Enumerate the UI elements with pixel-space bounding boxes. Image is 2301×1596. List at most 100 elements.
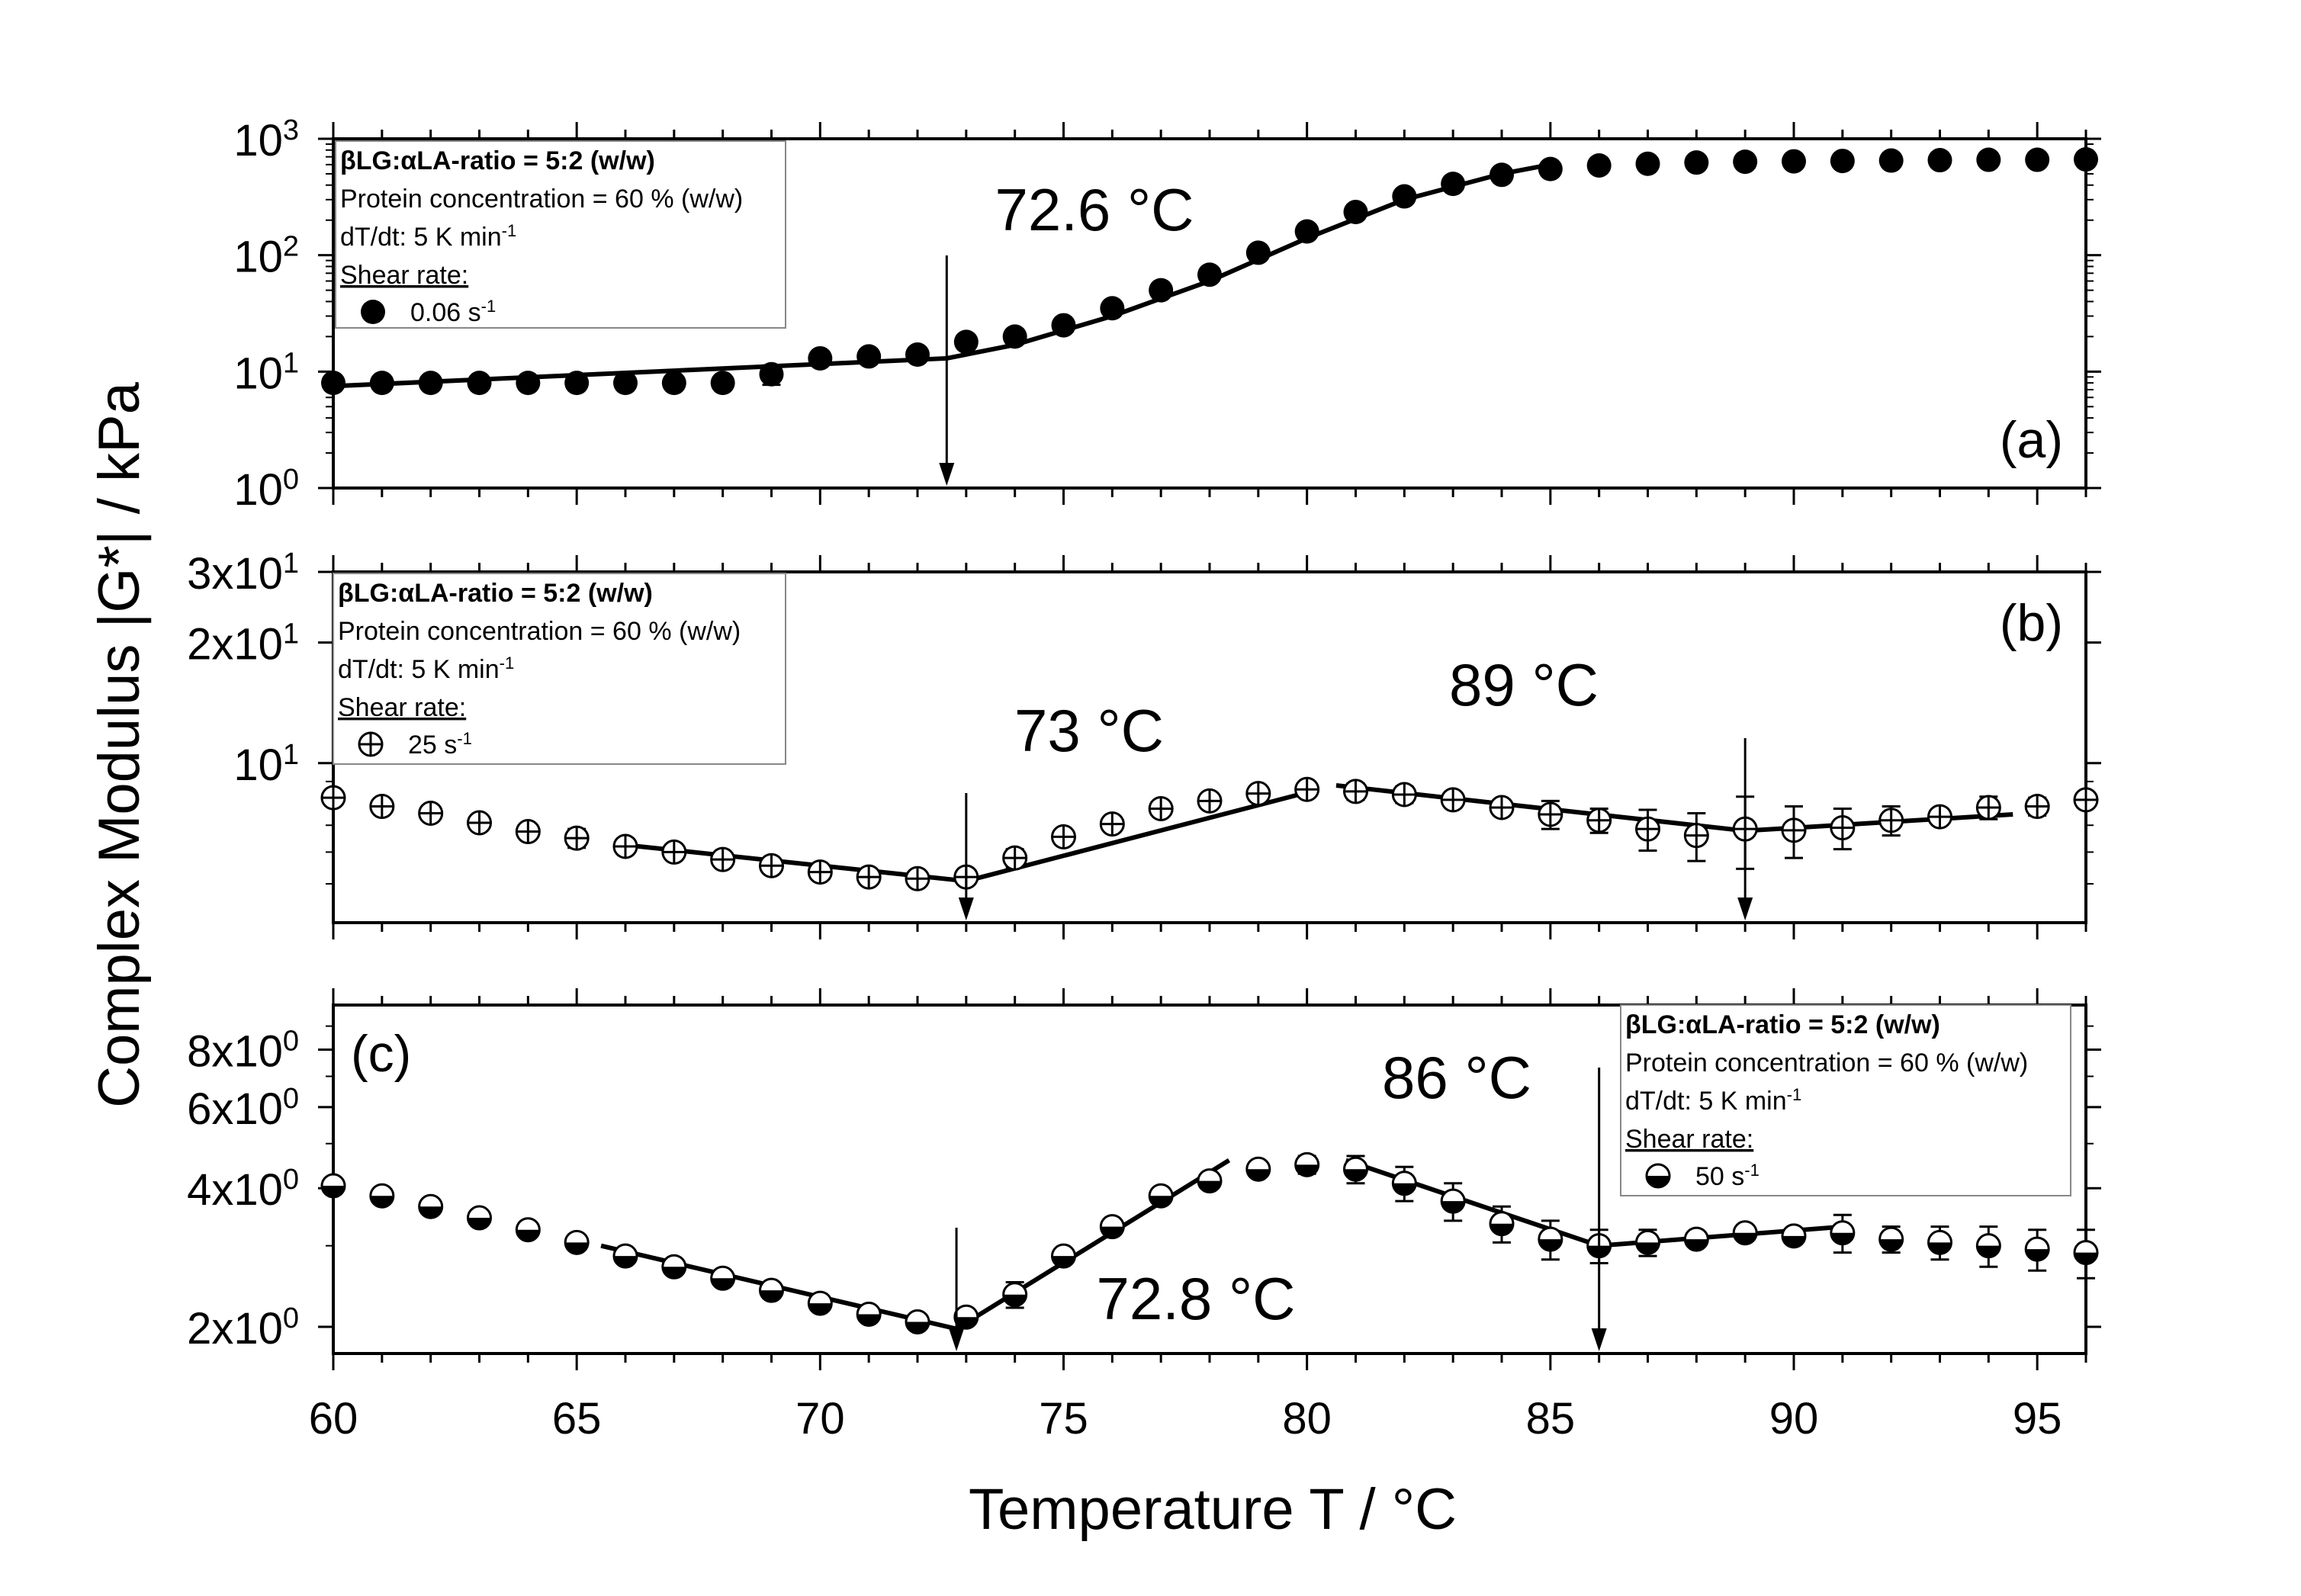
marker-circle (613, 371, 638, 396)
marker-half-fill (760, 1290, 783, 1302)
panel-c-data-point (905, 1309, 930, 1335)
panel-c-data-point (1683, 1226, 1709, 1252)
marker-half-fill (1734, 1232, 1757, 1244)
marker-circle (1051, 313, 1076, 338)
marker-half-fill (1052, 1256, 1075, 1268)
panel-c-data-point (1732, 1220, 1758, 1246)
panel-a-data-point (661, 371, 686, 396)
panel-a-data-point (613, 371, 638, 396)
panel-c-legend-entry: 50 s-1 (1695, 1161, 1759, 1192)
x-tick-label: 60 (309, 1394, 358, 1443)
marker-circle (710, 371, 735, 396)
panel-a-data-point (1733, 149, 1758, 175)
panel-a-data-point (1490, 162, 1514, 188)
panel-b-data-point (1002, 845, 1028, 871)
marker-half-fill (1490, 1223, 1513, 1235)
marker-circle (1294, 219, 1319, 244)
marker-circle (361, 300, 385, 324)
panel-b-legend-box (333, 573, 786, 765)
panel-c-legend-heating-rate: dT/dt: 5 K min-1 (1625, 1085, 1801, 1116)
x-tick-label: 65 (552, 1394, 602, 1443)
data-points (320, 147, 2099, 1335)
marker-circle (1245, 240, 1271, 265)
panel-b-arrow-head (1737, 898, 1753, 920)
marker-half-fill (1538, 1239, 1562, 1251)
x-axis-label: Temperature T / °C (969, 1477, 1457, 1542)
panel-b-data-point (418, 800, 444, 826)
panel-a-data-point (1635, 151, 1660, 176)
marker-circle (661, 371, 686, 396)
marker-half-fill (1101, 1226, 1124, 1238)
panel-c-y-tick-label: 4x100 (187, 1164, 299, 1215)
panel-b-data-point (1683, 823, 1709, 849)
panel-b-legend-marker (358, 731, 384, 757)
panel-c-data-point (1391, 1171, 1417, 1196)
panel-c-legend-title: βLG:αLA-ratio = 5:2 (w/w) (1625, 1010, 1940, 1039)
panel-c-data-point (612, 1243, 638, 1269)
panel-b-data-point (564, 825, 590, 851)
panel-c-y-tick-label: 8x100 (187, 1026, 299, 1077)
panel-a-data-point (418, 371, 443, 396)
marker-circle (1538, 156, 1563, 181)
panel-a-arrow-head (939, 463, 955, 486)
panel-a-y-tick-label: 103 (233, 114, 299, 165)
marker-circle (418, 371, 443, 396)
panel-a-y-tick-label: 100 (233, 464, 299, 515)
panel-b-transition-label: 73 °C (1014, 697, 1164, 764)
panel-c-data-point (320, 1173, 346, 1199)
panel-a-data-point (1002, 324, 1027, 349)
marker-circle (953, 329, 979, 355)
panel-c-data-point (1099, 1214, 1125, 1240)
panel-b-data-point (612, 833, 638, 859)
marker-circle (1197, 262, 1222, 287)
panel-b-data-point (320, 785, 346, 811)
panel-a-data-point (953, 329, 979, 355)
panel-a-data-point (2025, 147, 2050, 172)
marker-half-fill (370, 1196, 394, 1208)
marker-circle (1635, 151, 1660, 176)
panel-c-data-point (710, 1265, 736, 1291)
panel-a-legend-box (335, 140, 786, 329)
panel-b-data-point (1245, 781, 1271, 807)
marker-half-fill (1977, 1245, 2001, 1257)
panel-b-legend-title: βLG:αLA-ratio = 5:2 (w/w) (338, 579, 653, 608)
marker-half-fill (1149, 1196, 1173, 1208)
panel-a-legend-title: βLG:αLA-ratio = 5:2 (w/w) (340, 146, 655, 175)
x-tick-label: 95 (2013, 1394, 2062, 1443)
panel-a-data-point (564, 371, 590, 396)
marker-circle (1830, 149, 1855, 174)
marker-circle (369, 371, 394, 396)
panel-b-data-point (1051, 824, 1076, 849)
panel-a-data-point (856, 344, 882, 369)
panel-b-data-point (661, 839, 687, 865)
panel-b-data-point (1586, 808, 1612, 833)
panel-a-legend-concentration: Protein concentration = 60 % (w/w) (340, 185, 743, 214)
panel-b-data-point (1830, 815, 1856, 841)
panel-a-data-point (1149, 278, 1174, 303)
marker-half-fill (1441, 1201, 1465, 1213)
panel-b-data-point (1538, 801, 1563, 827)
marker-half-fill (516, 1229, 540, 1241)
panel-a-data-point (516, 371, 541, 396)
marker-circle (856, 344, 882, 369)
marker-circle (1878, 148, 1904, 173)
panel-a-legend-heating-rate: dT/dt: 5 K min-1 (340, 221, 516, 252)
panel-a-data-point (759, 361, 784, 387)
marker-circle (759, 361, 784, 387)
panel-a-y-tick-label: 102 (233, 231, 299, 282)
panel-b-legend-entry: 25 s-1 (408, 729, 472, 760)
panel-b-data-point (1927, 804, 1952, 830)
marker-circle (1392, 184, 1417, 209)
marker-half-fill (857, 1314, 881, 1326)
panel-b-data-point (1294, 776, 1320, 802)
marker-half-fill (565, 1242, 589, 1254)
marker-circle (808, 345, 833, 371)
panel-a-label: (a) (2000, 411, 2063, 469)
panel-b-data-point (1343, 779, 1368, 804)
panel-b-data-point (1391, 782, 1417, 808)
panel-a-data-point (1392, 184, 1417, 209)
marker-half-fill (1830, 1232, 1854, 1244)
panel-b-data-point (467, 810, 492, 836)
panel-b-data-point (369, 794, 395, 820)
